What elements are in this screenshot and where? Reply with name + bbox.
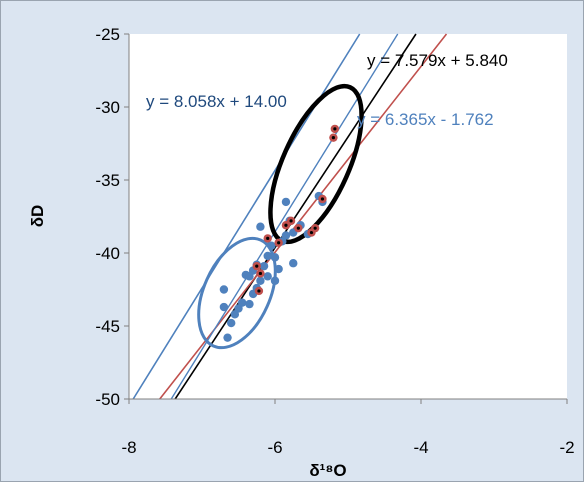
y-tick-label: -45 [95,317,120,336]
red-point-center [309,230,314,235]
blue-point [256,276,265,285]
blue-point [245,299,254,309]
red-point-center [296,226,300,230]
red-point-center [289,219,293,223]
red-point-center [277,241,281,245]
blue-point [263,272,272,281]
x-tick-label: -6 [267,438,282,457]
red-point-center [266,236,270,240]
y-axis-title: δD [28,205,47,228]
red-point-center [255,264,259,268]
blue-point [267,241,276,250]
red-point-center [313,226,317,230]
red-point-center [257,289,261,293]
blue-ellipse [197,236,277,350]
red-point-center [258,271,262,276]
red-point-center [284,223,288,227]
equation-label-1: y = 7.579x + 5.840 [367,51,508,70]
trendline-3 [159,33,448,400]
red-point-center [320,197,325,201]
y-tick-label: -50 [95,390,120,409]
blue-point [259,261,269,271]
x-tick-label: -2 [559,438,574,457]
y-tick-label: -30 [95,98,120,117]
equation-label-3: y = 6.365x - 1.762 [357,110,494,129]
blue-point [281,231,291,240]
x-axis-title: δ¹⁸O [309,461,346,480]
blue-point [270,253,280,262]
equation-label-2: y = 8.058x + 14.00 [146,92,287,111]
blue-point [281,197,291,207]
plot-area [129,34,567,399]
y-tick-label: -40 [95,244,120,263]
blue-point [289,259,298,268]
red-point-center [333,127,337,131]
blue-point [219,302,229,312]
blue-point [274,264,283,274]
blue-point [245,272,254,281]
blue-point [263,251,272,261]
x-tick-label: -8 [121,438,136,457]
blue-point [219,285,229,294]
blue-point [237,298,247,307]
blue-point [223,333,232,342]
blue-point [270,276,280,285]
trendline-1 [174,33,417,400]
red-point-center [331,136,335,140]
blue-point [256,222,265,231]
x-tick-label: -4 [413,438,428,457]
y-tick-label: -35 [95,171,120,190]
blue-point [227,318,236,328]
y-tick-label: -25 [95,25,120,44]
